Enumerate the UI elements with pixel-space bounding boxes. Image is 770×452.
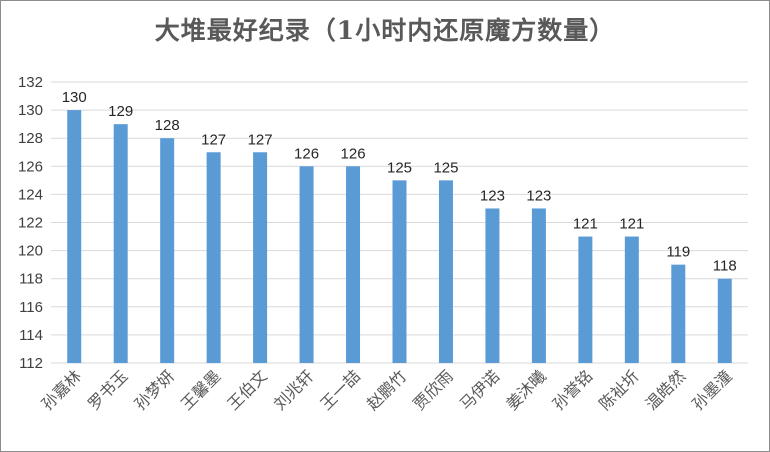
data-label: 126 xyxy=(294,145,319,162)
category-label: 王伯文 xyxy=(224,366,271,413)
y-tick-label: 122 xyxy=(18,215,43,232)
category-label: 陈祉圻 xyxy=(595,366,642,413)
bar xyxy=(671,264,686,363)
y-tick-label: 126 xyxy=(18,158,43,175)
chart-title: 大堆最好纪录（1小时内还原魔方数量） xyxy=(154,16,616,45)
data-label: 118 xyxy=(713,258,737,275)
bar xyxy=(206,152,221,363)
category-label: 孙誉铭 xyxy=(549,366,596,413)
bar xyxy=(253,152,268,363)
category-label: 贾欣雨 xyxy=(409,366,456,413)
y-tick-label: 118 xyxy=(19,271,43,288)
data-label: 121 xyxy=(619,216,644,233)
data-label: 123 xyxy=(480,187,505,204)
category-label: 王馨墨 xyxy=(177,366,224,413)
y-tick-label: 128 xyxy=(18,130,43,147)
data-label: 121 xyxy=(573,216,598,233)
category-label: 孙梦妍 xyxy=(131,366,178,413)
y-axis-tick-labels: 112 114 116 118 120 122 124 126 128 130 132 xyxy=(18,74,43,372)
data-labels: 130 129 128 127 127 126 126 125 125 123 123 121 121 1… xyxy=(62,89,737,275)
data-label: 119 xyxy=(666,244,690,261)
category-label: 刘兆轩 xyxy=(270,366,317,413)
y-tick-label: 120 xyxy=(18,243,43,260)
category-label: 赵鹏竹 xyxy=(363,366,410,413)
bar xyxy=(299,166,314,363)
data-label: 128 xyxy=(155,117,180,134)
data-label: 127 xyxy=(248,131,273,148)
category-label: 温皓然 xyxy=(642,366,689,413)
bar xyxy=(67,110,82,363)
bar xyxy=(438,180,453,363)
category-label: 王一喆 xyxy=(316,366,363,413)
bar xyxy=(531,208,546,363)
y-tick-label: 114 xyxy=(19,327,43,344)
data-label: 125 xyxy=(387,159,412,176)
bar xyxy=(578,236,593,363)
bar xyxy=(346,166,361,363)
data-label: 129 xyxy=(108,103,133,120)
category-label: 孙墨潼 xyxy=(688,366,735,413)
data-label: 130 xyxy=(62,89,87,106)
bars xyxy=(67,110,732,364)
category-label: 姜沐曦 xyxy=(502,366,549,413)
data-label: 123 xyxy=(526,187,551,204)
y-tick-label: 124 xyxy=(18,186,43,203)
bar xyxy=(485,208,500,363)
bar xyxy=(717,278,732,363)
data-label: 125 xyxy=(433,159,458,176)
data-label: 126 xyxy=(341,145,366,162)
category-label: 马伊诺 xyxy=(456,366,503,413)
y-tick-label: 130 xyxy=(18,102,43,119)
x-axis-category-labels: 孙嘉林 罗书玉 孙梦妍 王馨墨 王伯文 刘兆轩 王一喆 赵鹏竹 贾欣雨 马伊诺 姜沐曦 孙誉铭 陈祉圻温… xyxy=(38,366,736,413)
data-label: 127 xyxy=(201,131,226,148)
category-label: 罗书玉 xyxy=(84,366,131,413)
bar xyxy=(160,138,175,363)
bar xyxy=(624,236,639,363)
y-tick-label: 116 xyxy=(19,299,43,316)
bar xyxy=(113,124,128,364)
category-label: 孙嘉林 xyxy=(38,366,85,413)
y-tick-label: 132 xyxy=(18,74,43,91)
y-tick-label: 112 xyxy=(19,355,43,372)
bar xyxy=(392,180,407,363)
